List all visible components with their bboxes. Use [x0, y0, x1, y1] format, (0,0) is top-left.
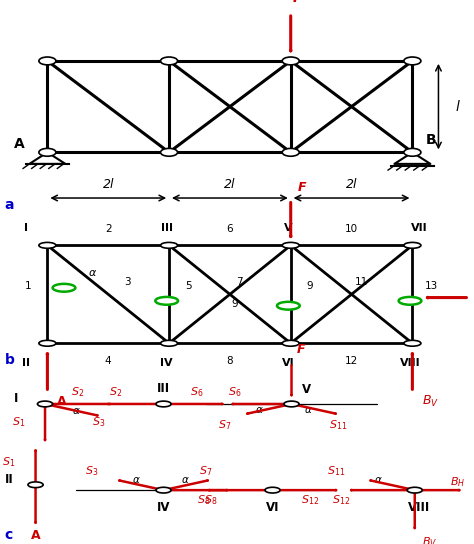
Circle shape [407, 487, 422, 493]
Text: II: II [22, 358, 30, 368]
Text: 12: 12 [345, 356, 358, 367]
Text: V: V [302, 383, 311, 396]
Text: $S_1$: $S_1$ [12, 416, 25, 429]
Text: 13: 13 [425, 281, 438, 292]
Text: 2l: 2l [224, 178, 236, 191]
Circle shape [265, 487, 280, 493]
Circle shape [282, 341, 299, 346]
Text: F: F [298, 182, 306, 195]
Text: α: α [256, 405, 263, 415]
Text: $S_{12}$: $S_{12}$ [301, 493, 319, 508]
Text: α: α [89, 268, 96, 279]
Circle shape [404, 57, 421, 65]
Text: $S_{11}$: $S_{11}$ [329, 418, 348, 432]
Text: I: I [14, 392, 18, 405]
Circle shape [399, 297, 421, 305]
Text: IV: IV [160, 358, 173, 368]
Text: 2: 2 [105, 224, 111, 234]
Text: $S_7$: $S_7$ [218, 418, 231, 432]
Text: $S_1$: $S_1$ [2, 455, 16, 469]
Text: V: V [284, 222, 292, 233]
Circle shape [28, 482, 43, 487]
Text: $S_2$: $S_2$ [71, 385, 84, 399]
Text: 2l: 2l [346, 178, 357, 191]
Text: VIII: VIII [408, 501, 430, 514]
Circle shape [277, 302, 300, 310]
Text: B: B [426, 133, 437, 147]
Circle shape [161, 341, 178, 346]
Circle shape [53, 284, 75, 292]
Text: F: F [293, 0, 302, 5]
Text: 1: 1 [25, 281, 32, 292]
Circle shape [161, 149, 178, 156]
Text: $S_2$: $S_2$ [109, 385, 122, 399]
Text: III: III [156, 382, 170, 395]
Circle shape [282, 243, 299, 248]
Text: α: α [305, 405, 312, 415]
Circle shape [404, 149, 421, 156]
Text: $S_3$: $S_3$ [85, 464, 99, 478]
Text: l: l [455, 100, 459, 114]
Text: I: I [24, 222, 28, 233]
Text: 3: 3 [124, 276, 130, 287]
Circle shape [156, 487, 171, 493]
Circle shape [161, 243, 178, 248]
Text: α: α [374, 474, 382, 485]
Text: 11: 11 [355, 276, 368, 287]
Text: A: A [14, 137, 24, 151]
Text: VI: VI [265, 501, 279, 514]
Text: a: a [5, 198, 14, 212]
Text: $S_3$: $S_3$ [92, 416, 106, 429]
Circle shape [39, 243, 56, 248]
Text: α: α [73, 406, 80, 416]
Text: $S_7$: $S_7$ [199, 464, 212, 478]
Text: b: b [5, 354, 15, 368]
Circle shape [404, 243, 421, 248]
Text: II: II [5, 473, 13, 486]
Text: 2l: 2l [102, 178, 114, 191]
Text: F: F [296, 343, 305, 356]
Circle shape [161, 57, 178, 65]
Circle shape [155, 297, 178, 305]
Text: 5: 5 [185, 281, 191, 292]
Circle shape [156, 401, 171, 407]
Text: $S_6$: $S_6$ [228, 385, 241, 399]
Text: VII: VII [411, 222, 428, 233]
Circle shape [39, 57, 56, 65]
Text: III: III [161, 222, 173, 233]
Text: $B_V$: $B_V$ [422, 394, 439, 410]
Text: $B_V$: $B_V$ [422, 535, 437, 544]
Text: 9: 9 [306, 281, 313, 292]
Text: 6: 6 [227, 224, 233, 234]
Text: c: c [5, 528, 13, 542]
Circle shape [39, 149, 56, 156]
Text: 8: 8 [227, 356, 233, 367]
Text: VI: VI [282, 358, 295, 368]
Text: 4: 4 [105, 356, 111, 367]
Text: $S_{12}$: $S_{12}$ [332, 493, 350, 508]
Circle shape [39, 341, 56, 346]
Text: A: A [31, 529, 40, 542]
Text: IV: IV [156, 501, 170, 514]
Text: 9: 9 [231, 299, 238, 310]
Text: 10: 10 [345, 224, 358, 234]
Text: 7: 7 [236, 276, 243, 287]
Circle shape [37, 401, 53, 407]
Text: $S_6$: $S_6$ [190, 385, 203, 399]
Circle shape [282, 57, 299, 65]
Text: $S_{11}$: $S_{11}$ [327, 464, 346, 478]
Circle shape [282, 149, 299, 156]
Text: $S_8$: $S_8$ [204, 493, 217, 508]
Text: $S_8$: $S_8$ [197, 493, 210, 508]
Text: VIII: VIII [400, 358, 420, 368]
Text: α: α [133, 474, 140, 485]
Text: A: A [57, 395, 66, 409]
Circle shape [284, 401, 299, 407]
Text: α: α [182, 474, 189, 485]
Circle shape [404, 341, 421, 346]
Text: $B_H$: $B_H$ [450, 475, 465, 490]
